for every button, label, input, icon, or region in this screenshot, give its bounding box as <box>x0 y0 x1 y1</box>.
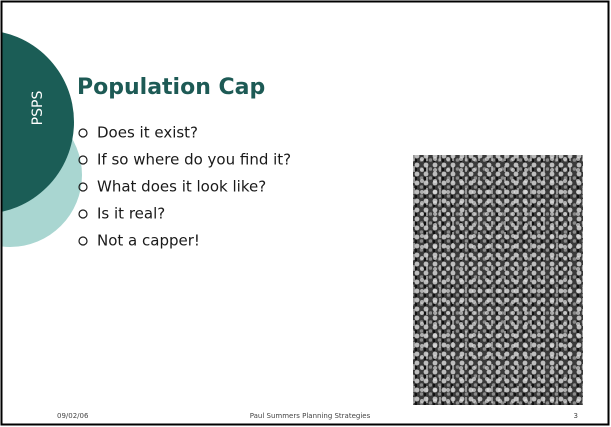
footer-page: 3 <box>574 412 578 420</box>
slide: PSPS Population Cap Does it exist? If so… <box>0 0 611 427</box>
crowd-photo <box>413 155 583 405</box>
footer-presenter: Paul Summers Planning Strategies <box>250 412 371 420</box>
photo-texture <box>413 155 583 405</box>
bullet: Does it exist? <box>97 124 198 142</box>
page: PSPS Population Cap Does it exist? If so… <box>0 0 611 427</box>
bullet: Not a capper! <box>97 232 200 250</box>
sidebar-label: PSPS <box>30 91 46 126</box>
bullet: If so where do you find it? <box>97 151 291 169</box>
slide-title: Population Cap <box>77 75 265 100</box>
footer-date: 09/02/06 <box>57 412 89 420</box>
bullet: What does it look like? <box>97 178 266 196</box>
bullet: Is it real? <box>97 205 165 223</box>
